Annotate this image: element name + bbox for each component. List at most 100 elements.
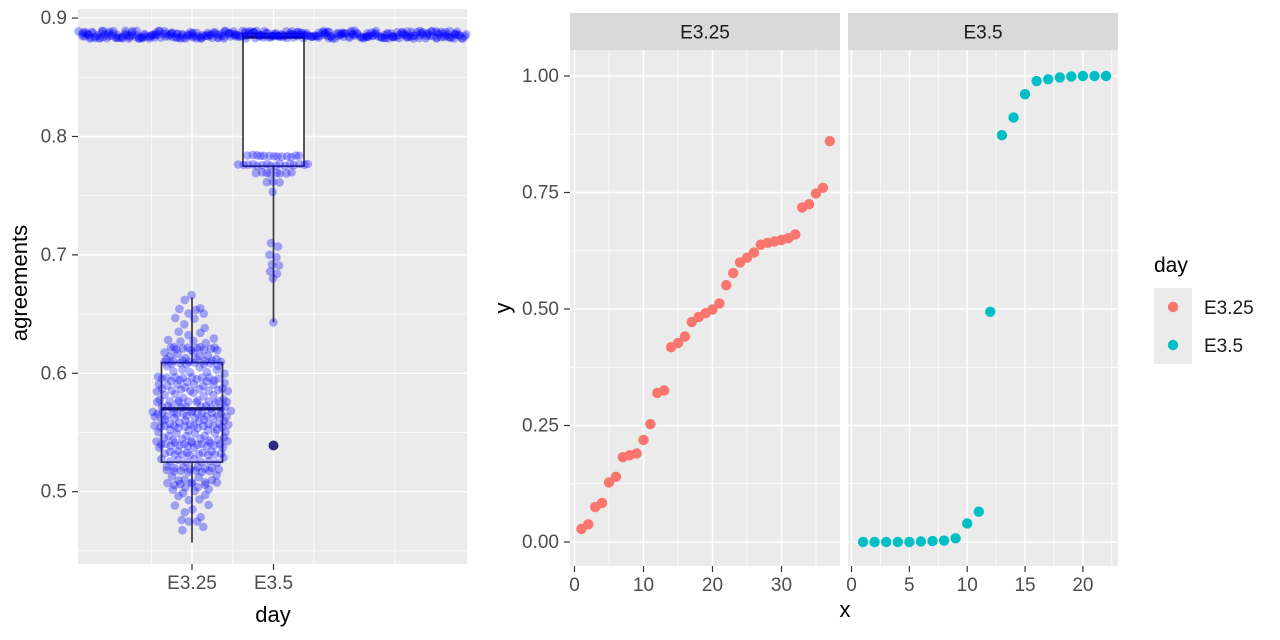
data-point xyxy=(389,32,399,42)
data-point xyxy=(249,28,258,37)
data-point xyxy=(423,29,432,38)
data-point xyxy=(181,416,190,425)
data-point xyxy=(350,26,359,36)
whisker-end-point xyxy=(269,318,278,327)
data-point xyxy=(364,31,374,40)
data-point xyxy=(212,478,222,487)
data-point xyxy=(326,32,336,41)
data-point xyxy=(206,30,216,40)
data-point xyxy=(265,267,275,276)
legend: E3.25 E3.5 xyxy=(1154,288,1254,364)
data-point xyxy=(427,27,437,36)
data-point xyxy=(287,30,297,39)
data-point xyxy=(147,31,156,40)
data-point xyxy=(915,536,927,547)
data-point xyxy=(273,242,283,251)
data-point xyxy=(318,28,327,37)
data-point xyxy=(268,187,278,197)
data-point xyxy=(200,323,209,333)
facet-scatter-chart: E3.25 0 10 20 30 E3.5 0 5 10 15 20 0.00 0.25 0.50 0.75… xyxy=(522,13,1254,596)
data-point xyxy=(196,402,206,412)
data-point xyxy=(181,402,191,411)
data-point xyxy=(192,28,201,38)
data-point xyxy=(254,32,264,41)
data-point xyxy=(192,34,201,43)
box-E3.25 xyxy=(160,361,224,463)
data-point xyxy=(212,425,222,434)
data-point xyxy=(192,398,201,407)
data-point xyxy=(192,355,202,364)
data-point xyxy=(296,28,306,37)
data-point xyxy=(215,419,224,428)
data-point xyxy=(178,434,187,444)
data-point xyxy=(295,159,304,169)
data-point xyxy=(339,32,348,41)
data-point xyxy=(183,467,193,477)
data-point xyxy=(104,29,113,38)
data-point xyxy=(134,34,144,43)
data-point xyxy=(165,447,175,457)
data-point xyxy=(275,169,285,178)
data-point xyxy=(176,385,186,394)
data-point xyxy=(175,441,184,450)
data-point xyxy=(371,26,381,36)
data-point xyxy=(121,29,130,38)
data-point xyxy=(299,30,309,40)
data-point xyxy=(157,416,167,426)
data-point xyxy=(403,32,412,42)
data-point xyxy=(200,356,210,366)
data-point xyxy=(583,519,594,530)
data-point xyxy=(252,26,261,36)
data-point xyxy=(166,343,176,352)
data-point xyxy=(283,152,292,161)
data-point xyxy=(84,30,93,40)
data-point xyxy=(310,31,319,40)
data-point xyxy=(183,442,192,451)
data-point xyxy=(160,415,170,424)
data-point xyxy=(282,33,292,43)
left-y-axis-title: agreements xyxy=(7,224,32,342)
data-point xyxy=(409,34,418,43)
data-point xyxy=(153,372,163,382)
data-point xyxy=(213,346,222,355)
data-point xyxy=(164,431,174,441)
data-point xyxy=(206,359,216,368)
data-point xyxy=(817,182,829,193)
data-point xyxy=(134,34,144,43)
data-point xyxy=(790,229,801,240)
data-point xyxy=(168,356,178,366)
data-point xyxy=(728,267,739,279)
scatter-points-E3.5 xyxy=(857,70,1112,548)
data-point xyxy=(394,33,404,43)
data-point xyxy=(79,28,88,37)
data-point xyxy=(367,28,376,37)
data-point xyxy=(189,31,198,41)
data-point xyxy=(171,390,180,399)
data-point xyxy=(810,188,822,199)
data-point xyxy=(205,456,214,466)
data-point xyxy=(245,27,254,36)
data-point xyxy=(178,30,187,40)
data-point xyxy=(330,34,340,43)
data-point xyxy=(162,465,172,475)
data-point xyxy=(170,501,180,510)
data-point xyxy=(293,31,302,41)
data-point xyxy=(156,423,165,432)
data-point xyxy=(194,449,203,459)
data-point xyxy=(205,438,215,448)
data-point xyxy=(271,29,281,38)
data-point xyxy=(268,274,278,283)
data-point xyxy=(189,380,199,389)
data-point xyxy=(302,28,311,38)
data-point xyxy=(140,29,149,39)
data-point xyxy=(172,33,181,43)
data-point xyxy=(631,448,642,459)
data-point xyxy=(183,31,192,41)
data-point xyxy=(341,29,350,38)
data-point xyxy=(241,27,250,36)
data-point xyxy=(173,380,182,389)
data-point xyxy=(267,260,277,269)
legend-item-label: E3.25 xyxy=(1204,298,1254,319)
data-point xyxy=(277,29,286,39)
data-point xyxy=(187,478,196,488)
